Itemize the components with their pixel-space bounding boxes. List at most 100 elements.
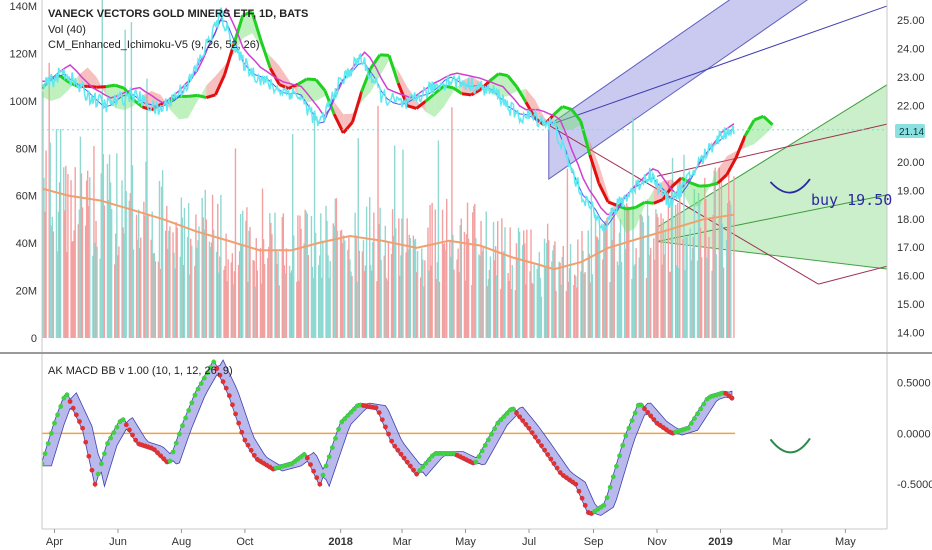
volume-bar xyxy=(465,234,468,338)
volume-bar xyxy=(435,278,438,338)
volume-bar xyxy=(238,251,241,338)
cloud-span-a xyxy=(278,83,290,90)
volume-bar xyxy=(355,235,357,338)
macd-dot xyxy=(130,432,135,438)
symbol-title[interactable]: VANECK VECTORS GOLD MINERS ETF, 1D, BATS xyxy=(48,8,308,20)
volume-bar xyxy=(508,280,510,338)
macd-dot xyxy=(167,458,173,464)
volume-bar xyxy=(107,200,110,338)
macd-dot xyxy=(395,447,401,453)
cloud-segment xyxy=(379,54,390,76)
volume-bar xyxy=(562,245,564,338)
volume-bar xyxy=(159,268,162,338)
volume-bar xyxy=(705,199,707,338)
volume-bar xyxy=(675,265,678,338)
volume-bar xyxy=(511,265,513,338)
volume-bar xyxy=(241,245,243,338)
volume-bar xyxy=(412,235,415,338)
price-line xyxy=(42,7,735,233)
volume-bar xyxy=(453,269,455,338)
macd-dot xyxy=(345,413,351,418)
volume-bar xyxy=(692,236,695,338)
macd-tick-label: 0.5000 xyxy=(897,377,931,389)
volume-bar xyxy=(604,221,606,338)
volume-bar xyxy=(429,204,431,338)
volume-bar xyxy=(191,245,193,338)
volume-bar xyxy=(377,105,379,338)
volume-bar xyxy=(427,227,429,338)
volume-bar xyxy=(632,116,634,338)
volume-bar xyxy=(349,259,351,338)
volume-bar xyxy=(598,225,601,338)
buy-annotation: buy 19.50 xyxy=(811,191,892,209)
cloud-span-a xyxy=(250,11,263,42)
volume-bar xyxy=(661,264,663,338)
macd-dot xyxy=(648,413,654,419)
volume-bar xyxy=(49,142,51,338)
volume-bar xyxy=(66,252,68,338)
time-tick-label: 2019 xyxy=(708,536,732,548)
price-tick-label: 20.00 xyxy=(897,157,925,169)
macd-dot xyxy=(554,465,560,471)
cloud-segment xyxy=(206,75,216,98)
cloud-span-a xyxy=(406,104,417,110)
volume-bar xyxy=(605,220,607,338)
volume-bar xyxy=(247,282,249,338)
cloud-span-a xyxy=(708,181,719,188)
volume-bar xyxy=(43,177,45,338)
volume-bar xyxy=(299,215,301,338)
macd-pane xyxy=(42,359,736,516)
cloud-span-a xyxy=(734,135,747,159)
volume-bar xyxy=(704,177,706,338)
volume-bar xyxy=(161,170,164,338)
volume-bar xyxy=(290,270,293,338)
volume-bar xyxy=(224,266,226,338)
macd-axis[interactable]: -0.5000 0.0000 0.5000 xyxy=(897,377,932,491)
volume-bar xyxy=(249,227,251,338)
macd-dot xyxy=(320,472,326,478)
macd-dot xyxy=(226,393,232,399)
macd-dot xyxy=(379,417,385,423)
volume-bar xyxy=(493,260,496,338)
price-axis[interactable]: 14.0015.0016.0017.0018.0019.0020.0021.00… xyxy=(897,15,925,339)
price-tick-label: 15.00 xyxy=(897,299,925,311)
volume-bar xyxy=(713,170,715,338)
macd-dot xyxy=(42,461,45,467)
macd-indicator-label[interactable]: AK MACD BB v 1.00 (10, 1, 12, 26, 9) xyxy=(48,365,233,377)
volume-bar xyxy=(656,213,658,338)
volume-bar xyxy=(472,212,474,338)
macd-dot xyxy=(398,451,404,457)
volume-bar xyxy=(530,229,532,338)
volume-bar xyxy=(369,197,371,338)
volume-bar xyxy=(198,226,200,338)
time-tick-label: May xyxy=(455,536,476,548)
volume-bar xyxy=(154,261,157,338)
volume-bar xyxy=(158,180,161,338)
volume-bar xyxy=(400,255,402,338)
macd-dot xyxy=(404,459,410,465)
volume-bar xyxy=(146,78,148,338)
macd-dot xyxy=(495,420,501,426)
cloud-segment xyxy=(434,86,444,118)
macd-dot xyxy=(489,431,494,437)
volume-bar xyxy=(219,256,221,338)
cloud-segment xyxy=(635,202,645,228)
macd-dot xyxy=(532,434,538,440)
cloud-span-a xyxy=(699,184,709,188)
volume-bar xyxy=(473,206,475,338)
time-axis[interactable]: Apr Jun Aug Oct 2018 Mar May Jul Sep Nov 2019 Mar Ma… xyxy=(46,529,856,548)
volume-bar xyxy=(212,229,215,338)
volume-bar xyxy=(654,259,656,338)
kijun-line xyxy=(42,7,735,216)
cloud-span-a xyxy=(132,98,144,109)
macd-dot xyxy=(504,410,510,416)
ichimoku-indicator-label[interactable]: CM_Enhanced_Ichimoku-V5 (9, 26, 52, 26) xyxy=(48,39,260,51)
macd-dot xyxy=(501,414,507,419)
volume-bar xyxy=(174,268,176,338)
volume-bar xyxy=(613,216,615,338)
volume-bar xyxy=(587,230,589,338)
volume-indicator-label[interactable]: Vol (40) xyxy=(48,24,86,36)
volume-bar xyxy=(577,239,579,338)
macd-projection-curve xyxy=(769,437,811,454)
volume-bar xyxy=(414,238,417,338)
